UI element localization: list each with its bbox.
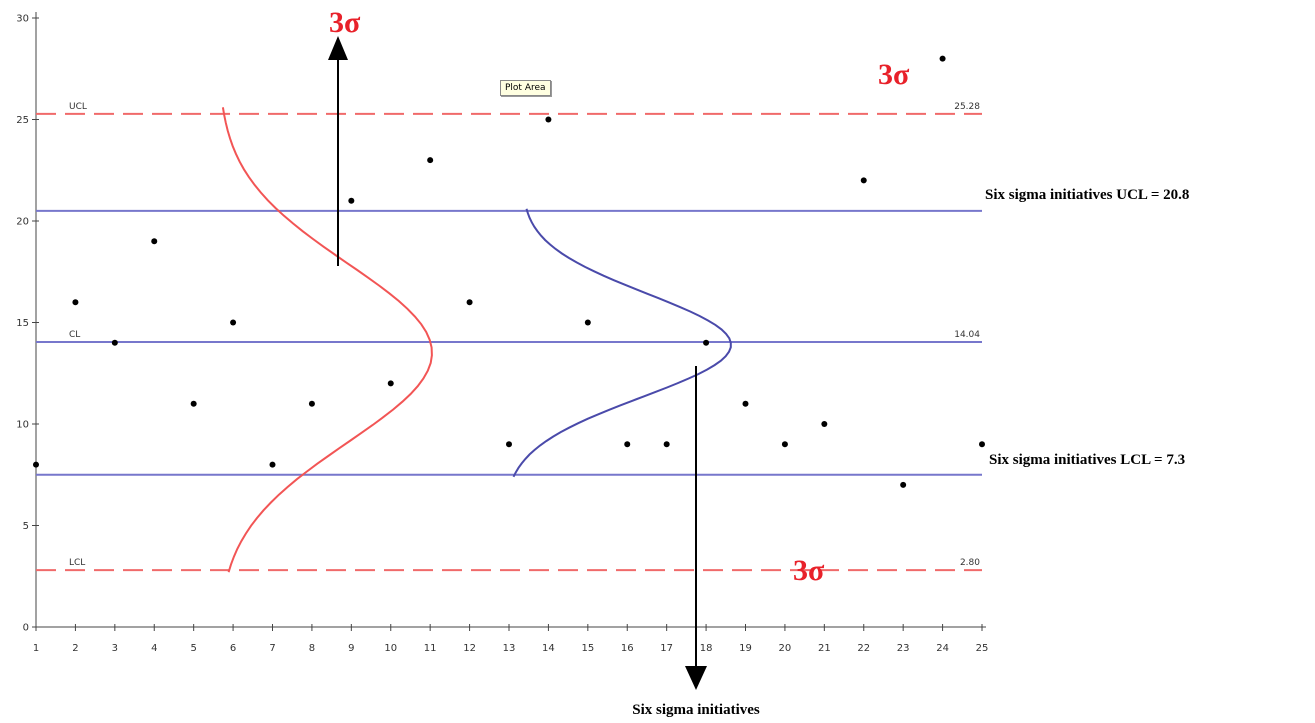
data-point [151, 238, 158, 245]
data-point [939, 55, 946, 62]
x-tick-label: 5 [190, 643, 196, 654]
data-points [33, 55, 985, 488]
data-point [269, 461, 276, 468]
six-sigma-label: Six sigma initiatives [632, 702, 760, 718]
data-point [584, 319, 591, 326]
reference-line-value: 14.04 [954, 330, 980, 340]
x-tick-label: 24 [936, 643, 949, 654]
x-tick-label: 23 [897, 643, 910, 654]
x-tick-label: 10 [384, 643, 397, 654]
x-tick-label: 13 [503, 643, 516, 654]
blue-bell-curve [512, 208, 732, 478]
x-tick-label: 15 [581, 643, 594, 654]
data-point [821, 421, 828, 427]
red-bell-curve [221, 107, 433, 573]
reference-lines: UCL 25.28 CL 14.04 LCL 2.80 [36, 102, 982, 572]
x-tick-label: 19 [739, 643, 752, 654]
data-point [624, 441, 631, 448]
data-point [979, 441, 985, 448]
data-point [72, 299, 79, 306]
sigma-label: 3σ [878, 58, 910, 91]
x-tick-label: 3 [112, 643, 118, 654]
annotation-labels: 3σ 3σ 3σ Six sigma initiatives UCL = 20.8 Si… [329, 6, 1189, 718]
reference-line-label: CL [69, 330, 80, 340]
data-point [545, 116, 552, 123]
six-sigma-lcl-label: Six sigma initiatives LCL = 7.3 [989, 452, 1185, 468]
y-tick-label: 15 [16, 318, 29, 329]
x-tick-label: 16 [621, 643, 634, 654]
x-tick-label: 2 [72, 643, 78, 654]
x-tick-label: 9 [348, 643, 354, 654]
y-tick-label: 25 [16, 115, 29, 126]
x-tick-label: 11 [424, 643, 437, 654]
six-sigma-down-arrow-head [685, 666, 707, 690]
data-point [427, 157, 434, 164]
x-tick-label: 18 [700, 643, 713, 654]
data-point [33, 461, 39, 468]
data-point [466, 299, 473, 306]
six-sigma-ucl-label: Six sigma initiatives UCL = 20.8 [985, 187, 1189, 203]
y-tick-label: 5 [23, 521, 29, 532]
x-tick-label: 8 [309, 643, 315, 654]
reference-line-value: 25.28 [954, 102, 980, 112]
x-tick-label: 25 [976, 643, 989, 654]
y-tick-label: 10 [16, 420, 29, 431]
y-tick-label: 20 [16, 217, 29, 228]
sigma-label: 3σ [793, 554, 825, 587]
sigma-label: 3σ [329, 6, 361, 39]
x-tick-label: 7 [269, 643, 275, 654]
data-point [230, 319, 237, 326]
reference-line-label: UCL [69, 102, 87, 112]
data-point [111, 339, 118, 346]
y-tick-label: 30 [16, 14, 29, 25]
data-point [663, 441, 670, 448]
data-point [703, 339, 710, 346]
x-tick-label: 20 [779, 643, 792, 654]
data-point [387, 380, 394, 387]
distribution-curves [221, 107, 732, 573]
x-tick-label: 21 [818, 643, 831, 654]
x-tick-label: 4 [151, 643, 157, 654]
data-point [308, 400, 315, 407]
data-point [742, 400, 749, 407]
x-tick-label: 6 [230, 643, 236, 654]
reference-line-label: LCL [69, 558, 85, 568]
x-tick-label: 14 [542, 643, 555, 654]
sigma-arrows [328, 36, 707, 690]
data-point [781, 441, 788, 448]
data-point [900, 481, 907, 488]
data-point [860, 177, 867, 184]
x-tick-label: 22 [857, 643, 870, 654]
reference-line-value: 2.80 [960, 558, 980, 568]
data-point [348, 197, 355, 204]
y-tick-label: 0 [23, 623, 29, 634]
x-tick-label: 12 [463, 643, 476, 654]
plot-area-tooltip: Plot Area [500, 80, 551, 96]
data-point [190, 400, 197, 407]
x-tick-label: 1 [33, 643, 39, 654]
x-tick-label: 17 [660, 643, 673, 654]
sigma-up-arrow-head [328, 36, 348, 60]
data-point [506, 441, 512, 448]
